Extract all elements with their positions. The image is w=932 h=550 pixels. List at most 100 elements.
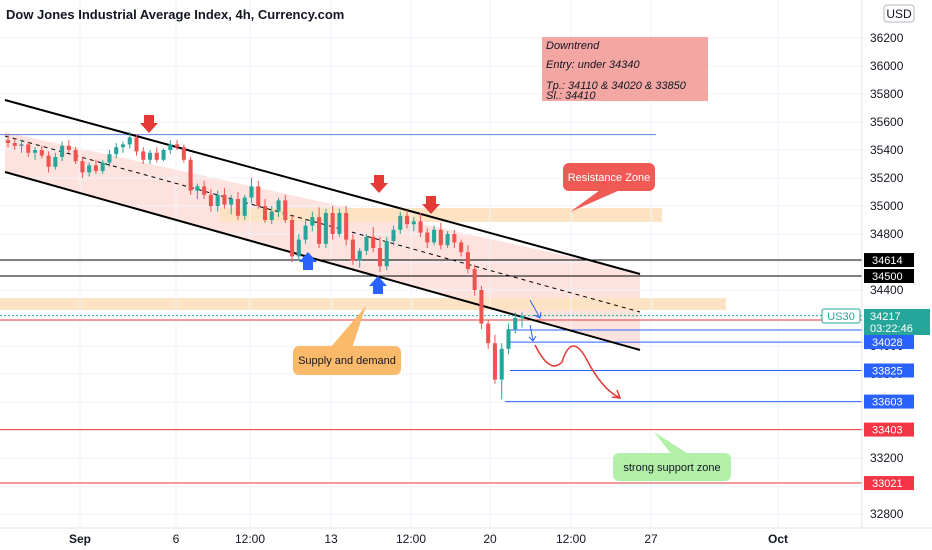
- price-tag-bg: [864, 253, 914, 268]
- candle: [398, 211, 403, 234]
- candle: [371, 227, 376, 253]
- candle: [168, 140, 173, 155]
- candle-body: [147, 152, 153, 160]
- candle: [465, 245, 470, 274]
- candle-body: [350, 239, 355, 261]
- candle-body: [398, 215, 403, 230]
- projection-path: [534, 344, 621, 399]
- price-tag-bg: [864, 422, 914, 437]
- supply-callout-pointer: [330, 306, 366, 348]
- candle-body: [235, 199, 240, 216]
- trade-note-line3: Tp.: 34110 & 34020 & 33850: [546, 80, 687, 92]
- candle: [357, 248, 362, 268]
- time-tick-label: Sep: [69, 532, 91, 546]
- candle: [66, 140, 71, 153]
- candle-body: [404, 215, 410, 225]
- candle: [404, 210, 410, 229]
- current-price: 34217: [870, 311, 901, 323]
- candle-body: [222, 194, 227, 205]
- supply-callout-label: Supply and demand: [298, 355, 396, 367]
- time-tick-label: 13: [324, 532, 338, 546]
- candle: [249, 178, 254, 204]
- candle-body: [296, 239, 301, 257]
- candle-body: [317, 217, 322, 244]
- price-tag-bg: [864, 269, 914, 283]
- candle: [154, 147, 159, 163]
- trade-note-box: [542, 37, 708, 101]
- candle-body: [181, 147, 186, 160]
- price-tag: 33603: [864, 394, 914, 409]
- candle: [195, 183, 200, 199]
- candle-body: [472, 269, 477, 290]
- supply-demand-zone: [0, 298, 726, 310]
- price-tag: 34614: [864, 253, 914, 267]
- price-tag: 34500: [864, 269, 914, 283]
- candle: [60, 141, 65, 162]
- candle: [202, 180, 207, 199]
- candle-body: [432, 229, 437, 243]
- time-tick-label: 12:00: [396, 532, 426, 546]
- time-axis[interactable]: Sep 6 12:00 13 12:00 20 12:00 27 Oct: [69, 532, 788, 546]
- candle: [350, 234, 355, 265]
- support-callout-label: strong support zone: [623, 462, 720, 474]
- red-down-arrow-icon: [370, 175, 388, 193]
- svg-text:US30: US30: [827, 311, 855, 323]
- candle-body: [486, 323, 491, 344]
- candle: [391, 225, 396, 246]
- candle: [262, 199, 268, 223]
- candle-body: [425, 232, 430, 243]
- candle-body: [357, 250, 362, 261]
- price-tag-label: 33825: [872, 366, 903, 378]
- candle: [384, 236, 389, 271]
- candle-body: [215, 194, 220, 206]
- candle-body: [60, 145, 65, 157]
- candle-body: [377, 248, 383, 267]
- candle: [53, 152, 58, 170]
- candle-body: [127, 137, 132, 145]
- candle-body: [438, 229, 443, 246]
- candle: [120, 141, 126, 153]
- candle: [141, 147, 146, 164]
- candle: [175, 140, 180, 150]
- chart-title: Dow Jones Industrial Average Index, 4h, …: [6, 7, 344, 22]
- candle: [19, 140, 24, 153]
- candle: [127, 131, 132, 149]
- candle: [93, 159, 98, 174]
- candle: [114, 143, 119, 159]
- candle: [303, 220, 308, 244]
- price-tag-bg: [864, 394, 914, 409]
- price-tag: 34028: [864, 335, 914, 350]
- candle: [492, 334, 497, 384]
- candle: [147, 150, 153, 164]
- price-tag-bg: [864, 476, 914, 491]
- price-tick-label: 34400: [870, 283, 904, 297]
- candle: [222, 187, 227, 209]
- candle-body: [310, 217, 315, 226]
- resistance-callout: [563, 163, 655, 191]
- price-tick-label: 32800: [870, 507, 904, 521]
- candlestick-series: [5, 131, 525, 400]
- candle: [87, 162, 92, 177]
- candle-body: [290, 220, 295, 257]
- price-tick-label: 35800: [870, 87, 904, 101]
- candle-body: [303, 225, 308, 240]
- channel-upper-line: [4, 99, 641, 275]
- candle-body: [283, 200, 288, 220]
- candle-body: [330, 213, 335, 234]
- price-tag-label: 33603: [872, 397, 903, 409]
- candle: [418, 213, 423, 237]
- candle-body: [459, 242, 464, 253]
- candle-body: [107, 154, 112, 163]
- trade-note-line2: Entry: under 34340: [546, 59, 640, 71]
- candle-body: [80, 161, 85, 173]
- candle: [506, 323, 511, 355]
- currency-button[interactable]: USD: [883, 4, 915, 23]
- candle-body: [445, 234, 450, 246]
- candle-body: [73, 150, 78, 162]
- candle-body: [66, 145, 71, 150]
- candle: [26, 141, 31, 157]
- current-price-tag: 34217 03:22:46: [864, 309, 930, 335]
- price-tag-label: 34500: [872, 271, 903, 283]
- price-tick-label: 33200: [870, 451, 904, 465]
